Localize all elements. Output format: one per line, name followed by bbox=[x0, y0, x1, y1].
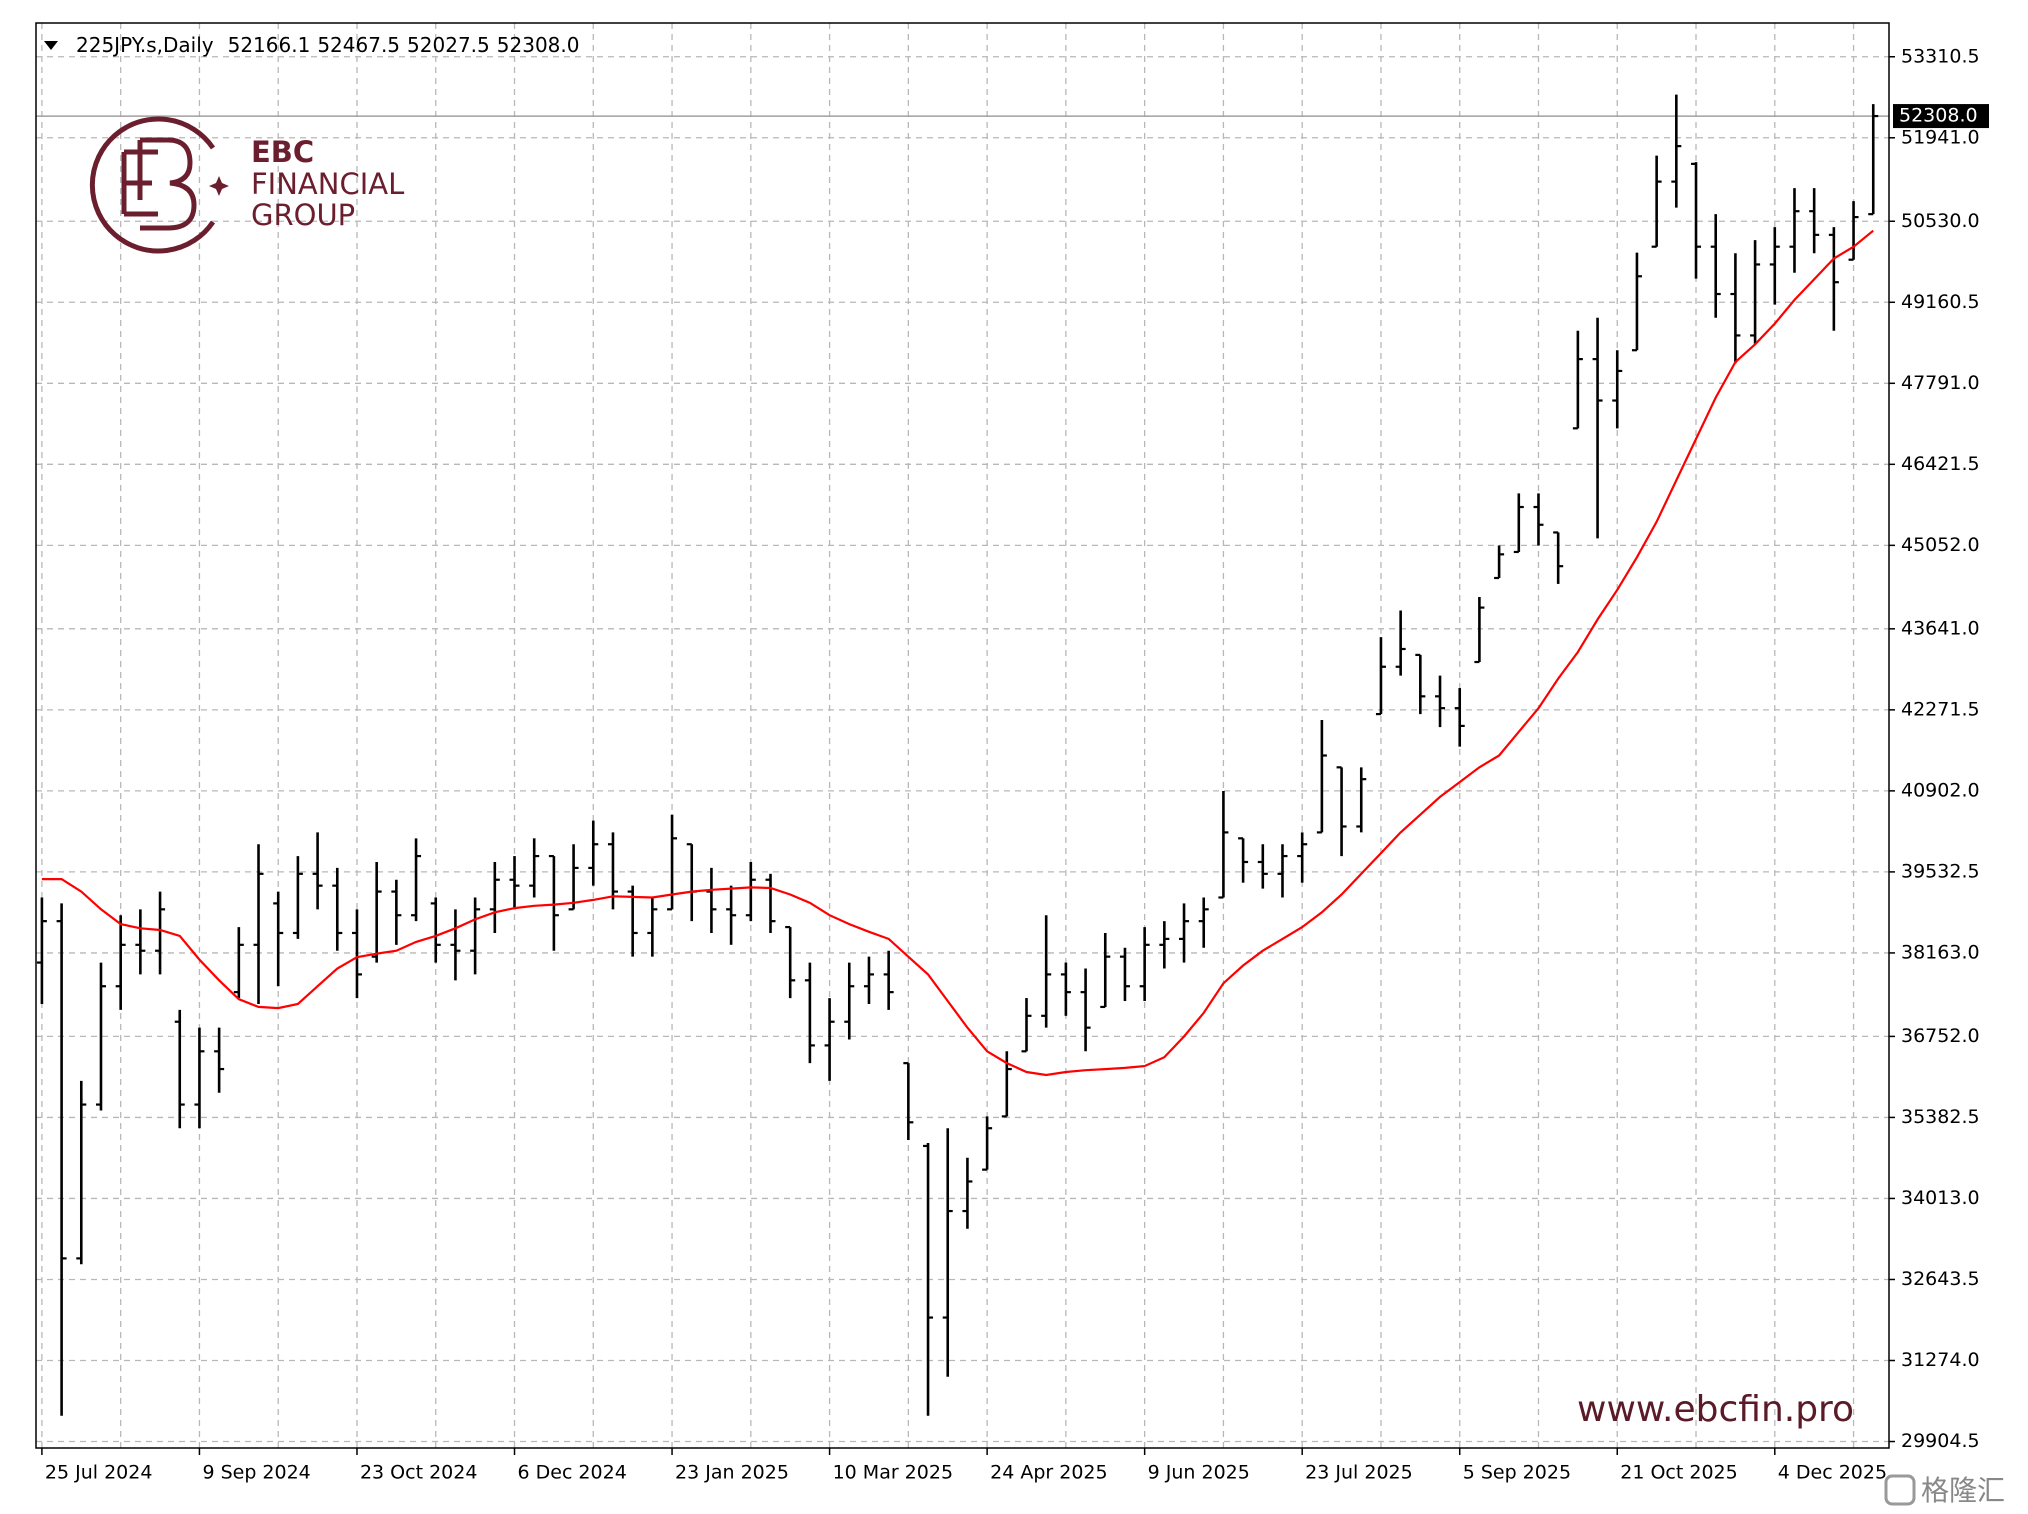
y-tick-label: 43641.0 bbox=[1901, 617, 1980, 639]
y-tick-label: 29904.5 bbox=[1901, 1430, 1980, 1452]
y-tick-label: 34013.0 bbox=[1901, 1187, 1980, 1209]
chart-header: 225JPY.s,Daily 52166.1 52467.5 52027.5 52308… bbox=[76, 33, 579, 57]
watermark-text: 格隆汇 bbox=[1921, 1474, 2005, 1507]
moving-average-line bbox=[41, 229, 1874, 1077]
y-tick-label: 38163.0 bbox=[1901, 941, 1980, 963]
close-value: 52308.0 bbox=[497, 33, 580, 57]
x-tick-label: 23 Jan 2025 bbox=[675, 1462, 789, 1484]
menu-triangle bbox=[44, 41, 58, 50]
x-tick-label: 25 Jul 2024 bbox=[45, 1462, 153, 1484]
y-tick-label: 45052.0 bbox=[1901, 534, 1980, 556]
y-tick-label: 47791.0 bbox=[1901, 372, 1980, 394]
website-url: www.ebcfin.pro bbox=[1577, 1389, 1854, 1430]
x-tick-label: 6 Dec 2024 bbox=[518, 1462, 627, 1484]
x-tick-label: 23 Jul 2025 bbox=[1305, 1462, 1413, 1484]
y-tick-label: 53310.5 bbox=[1901, 45, 1980, 67]
last-price-box bbox=[1893, 104, 1989, 129]
y-tick-label: 40902.0 bbox=[1901, 779, 1980, 801]
plot-frame bbox=[35, 22, 1890, 1449]
y-tick-label: 50530.0 bbox=[1901, 210, 1980, 232]
x-tick-label: 21 Oct 2025 bbox=[1620, 1462, 1737, 1484]
y-tick-label: 35382.5 bbox=[1901, 1106, 1980, 1128]
logo-star bbox=[209, 176, 229, 196]
symbol: 225JPY.s,Daily bbox=[76, 33, 214, 57]
x-tick-label: 5 Sep 2025 bbox=[1463, 1462, 1571, 1484]
low-value: 52027.5 bbox=[407, 33, 490, 57]
y-tick-label: 32643.5 bbox=[1901, 1268, 1980, 1290]
x-tick-label: 24 Apr 2025 bbox=[990, 1462, 1107, 1484]
logo-monogram bbox=[121, 137, 197, 231]
last-price-label: 52308.0 bbox=[1899, 105, 1978, 127]
y-tick-label: 42271.5 bbox=[1901, 698, 1980, 720]
marks bbox=[36, 94, 1879, 1416]
x-tick-label: 9 Sep 2024 bbox=[202, 1462, 310, 1484]
grid bbox=[36, 23, 1889, 1448]
logo-text: GROUP bbox=[251, 198, 355, 232]
watermark-icon bbox=[1884, 1474, 1916, 1506]
open-value: 52166.1 bbox=[228, 33, 311, 57]
x-tick-label: 23 Oct 2024 bbox=[360, 1462, 477, 1484]
y-tick-label: 46421.5 bbox=[1901, 453, 1980, 475]
x-tick-label: 10 Mar 2025 bbox=[833, 1462, 953, 1484]
logo-text: EBC bbox=[251, 135, 314, 169]
logo-text: FINANCIAL bbox=[251, 167, 404, 201]
logo: EBC FINANCIAL GROUP bbox=[89, 116, 404, 254]
x-tick-label: 4 Dec 2025 bbox=[1778, 1462, 1887, 1484]
y-tick-label: 39532.5 bbox=[1901, 860, 1980, 882]
y-tick-label: 36752.0 bbox=[1901, 1025, 1980, 1047]
y-tick-label: 51941.0 bbox=[1901, 126, 1980, 148]
y-tick-label: 49160.5 bbox=[1901, 291, 1980, 313]
x-tick-label: 9 Jun 2025 bbox=[1148, 1462, 1250, 1484]
high-value: 52467.5 bbox=[317, 33, 400, 57]
y-tick-label: 31274.0 bbox=[1901, 1349, 1980, 1371]
logo-ring bbox=[89, 116, 216, 254]
watermark: 格隆汇 bbox=[1884, 1474, 2005, 1507]
